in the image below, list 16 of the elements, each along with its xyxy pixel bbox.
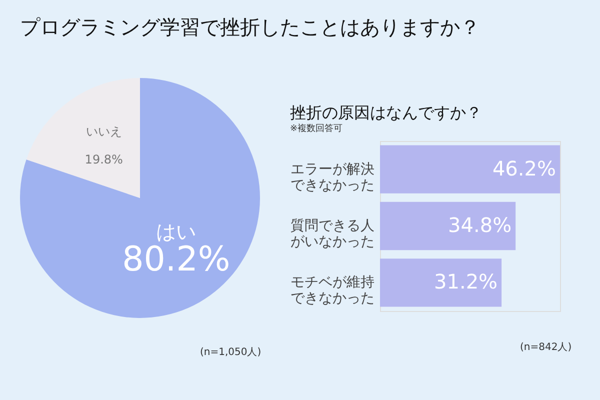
pie-slice [26, 78, 140, 198]
y-tick-label: 質問できる人がいなかった [290, 218, 374, 250]
slice-label: はい [156, 219, 196, 244]
chart-title: 挫折の原因はなんですか？ [290, 103, 482, 122]
data-label: 34.8% [448, 213, 512, 237]
data-label: 46.2% [492, 156, 556, 180]
text: (n=1,050人) [200, 346, 262, 359]
data-label: 31.2% [434, 270, 498, 294]
text: (n=842人) [520, 341, 572, 354]
y-tick-label: モチベが維持できなかった [290, 274, 374, 307]
chart-title: プログラミング学習で挫折したことはありますか？ [20, 15, 480, 39]
y-tick-label: エラーが解決できなかった [290, 161, 374, 194]
pie-slice [20, 78, 260, 318]
data-label: 19.8% [84, 152, 123, 167]
slice-label: いいえ [86, 124, 122, 139]
chart-subtitle: ※複数回答可 [290, 123, 343, 134]
